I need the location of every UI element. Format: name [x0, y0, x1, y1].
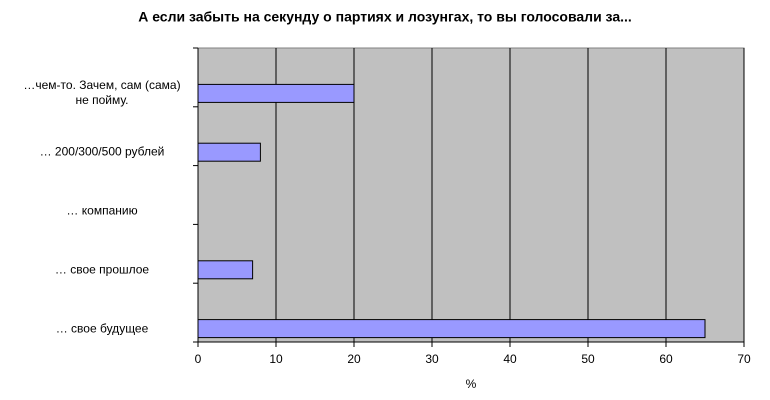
bar — [197, 142, 261, 162]
y-tick-label: … 200/300/500 рублей — [39, 144, 165, 159]
x-tick-label: 20 — [347, 352, 361, 366]
bar — [197, 319, 706, 339]
bar — [197, 83, 355, 103]
y-tick-label: … компанию — [66, 203, 138, 218]
y-tick-label: … свое будущее — [55, 321, 149, 336]
x-tick-label: 30 — [425, 352, 439, 366]
x-axis-label: % — [466, 377, 477, 391]
x-tick-label: 50 — [581, 352, 595, 366]
y-tick-label: … свое прошлое — [54, 262, 150, 277]
y-tick-label: …чем-то. Зачем, сам (сама) не пойму. — [23, 78, 181, 108]
x-tick-label: 10 — [269, 352, 283, 366]
bar — [197, 260, 254, 280]
x-tick-label: 0 — [195, 352, 202, 366]
x-tick-label: 70 — [737, 352, 751, 366]
x-tick-label: 40 — [503, 352, 517, 366]
x-tick-label: 60 — [659, 352, 673, 366]
chart-title: А если забыть на секунду о партиях и лоз… — [138, 9, 632, 25]
